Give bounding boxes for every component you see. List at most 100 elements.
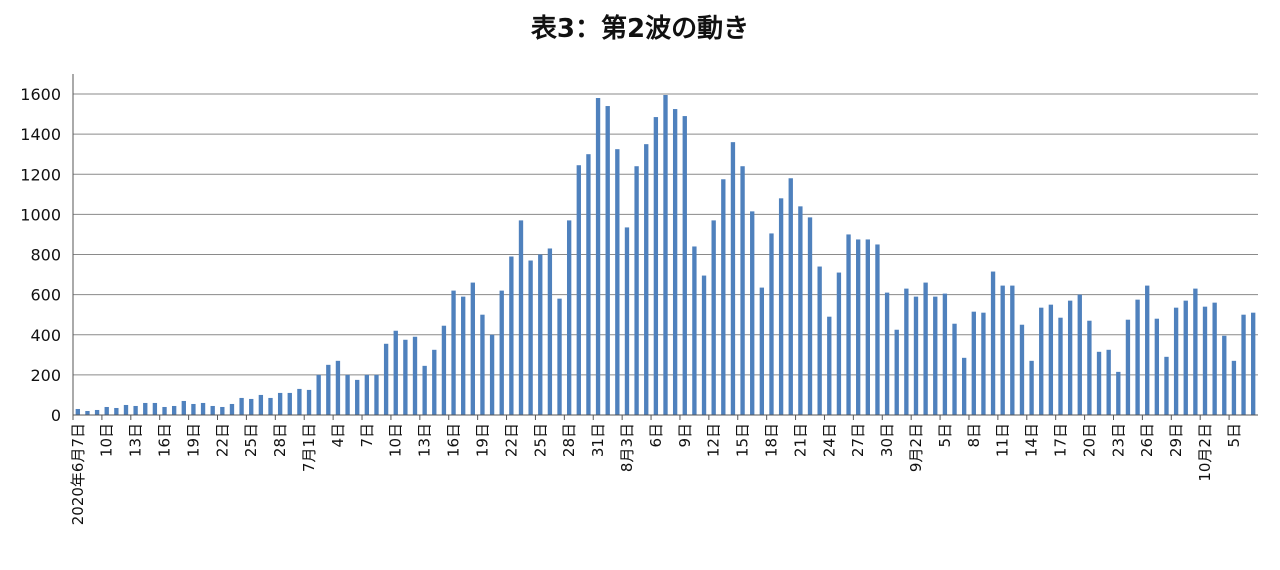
x-tick-label: 6日: [647, 423, 665, 448]
bar: [721, 179, 726, 415]
x-tick-label: 5日: [936, 423, 954, 448]
bar: [538, 254, 543, 415]
bar: [297, 388, 302, 415]
bar: [942, 293, 948, 415]
y-tick-label: 0: [51, 406, 61, 425]
bar: [1145, 285, 1150, 415]
bar: [923, 282, 928, 415]
x-tick-label: 7日: [358, 423, 376, 448]
x-tick-label: 28日: [560, 423, 578, 457]
x-tick-label: 5日: [1225, 423, 1243, 448]
bar: [1222, 335, 1227, 415]
bar: [316, 374, 321, 416]
bar: [432, 349, 437, 415]
bar: [181, 400, 186, 415]
x-tick-label: 15日: [734, 423, 752, 457]
bar: [682, 116, 687, 415]
bar: [971, 311, 976, 415]
bar: [75, 408, 80, 415]
bar: [393, 330, 398, 415]
bar: [345, 374, 350, 416]
x-tick-label: 7月1日: [300, 423, 318, 472]
x-tick-label: 25日: [531, 423, 549, 457]
bar: [672, 109, 678, 416]
bar: [846, 234, 851, 415]
bar: [229, 403, 235, 415]
bar: [268, 397, 273, 415]
bars: [75, 95, 1256, 416]
bar: [788, 178, 793, 415]
bar: [123, 404, 129, 415]
x-tick-label: 9月2日: [907, 423, 925, 472]
x-tick-label: 31日: [589, 423, 607, 457]
bar: [1173, 307, 1179, 415]
bar: [557, 298, 562, 415]
bar: [191, 403, 196, 415]
bar: [807, 217, 813, 415]
bar: [1154, 318, 1160, 415]
bar: [1164, 356, 1169, 415]
x-tick-label: 22日: [502, 423, 520, 457]
bar: [1106, 349, 1111, 415]
bar: [595, 98, 601, 415]
bar: [933, 296, 938, 415]
bar: [200, 402, 206, 415]
y-tick-label: 1600: [20, 85, 61, 104]
bar: [586, 154, 591, 415]
bar: [576, 165, 581, 415]
bar: [836, 272, 842, 415]
bar: [730, 142, 736, 415]
bar: [1135, 299, 1140, 415]
x-tick-label: 8月3日: [618, 423, 636, 472]
bar: [104, 406, 109, 415]
bar: [480, 314, 485, 415]
x-tick-labels: 2020年6月7日 10日 13日 16日 19日 22日 25日 28日 7月1日 4日 7日 10…: [69, 423, 1243, 525]
bar: [769, 233, 774, 415]
x-tick-label: 10月2日: [1196, 423, 1214, 482]
bar: [152, 402, 158, 415]
y-tick-label: 600: [30, 286, 61, 305]
x-tick-label: 16日: [445, 423, 463, 457]
bar: [817, 266, 822, 415]
x-tick-label: 2020年6月7日: [69, 423, 87, 525]
x-tick-label: 14日: [1023, 423, 1041, 457]
bar: [827, 316, 832, 415]
bar: [1202, 306, 1208, 415]
bar: [653, 117, 659, 415]
bar: [1241, 314, 1246, 415]
bar: [952, 323, 957, 415]
bar: [644, 144, 649, 415]
bar: [615, 149, 620, 416]
bar: [499, 290, 504, 415]
y-tick-label: 200: [30, 366, 61, 385]
x-tick-label: 22日: [213, 423, 231, 457]
bar: [884, 292, 890, 415]
bar: [750, 211, 755, 415]
bar: [258, 394, 264, 415]
bar: [162, 406, 167, 415]
x-tick-label: 27日: [849, 423, 867, 457]
bar: [701, 275, 707, 415]
bar: [894, 329, 899, 415]
y-tick-label: 400: [30, 326, 61, 345]
bar: [364, 374, 370, 416]
bar: [904, 288, 909, 415]
x-tick-label: 4日: [329, 423, 347, 448]
x-tick-label: 10日: [387, 423, 405, 457]
x-tick-label: 21日: [791, 423, 809, 457]
bar: [412, 336, 418, 415]
bar: [1193, 288, 1198, 415]
bar: [1067, 300, 1073, 415]
bar: [374, 374, 379, 416]
bar: [249, 398, 254, 415]
bar: [451, 290, 456, 415]
x-tick-label: 12日: [705, 423, 723, 457]
bar: [740, 166, 745, 415]
bar: [1096, 351, 1102, 415]
bar: [287, 392, 292, 415]
bar: [1029, 360, 1034, 415]
bar: [961, 357, 967, 415]
x-tick-label: 13日: [416, 423, 434, 457]
bar: [1077, 294, 1082, 416]
